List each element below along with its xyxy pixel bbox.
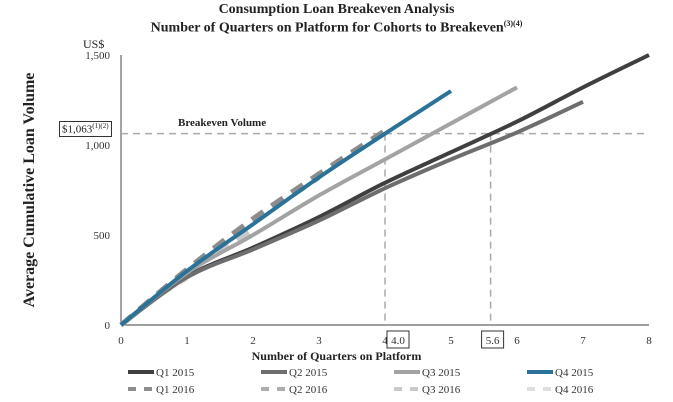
chart-subtitle: Number of Quarters on Platform for Cohor… [0,19,673,37]
marker-box [386,330,410,349]
y-tick-label: 0 [105,320,111,332]
series-line-q3-2015 [119,85,518,327]
x-tick-label: 5 [448,335,454,347]
y-tick-label: 1,000 [85,140,110,152]
legend-label: Q1 2015 [156,367,195,379]
legend-label: Q2 2015 [289,367,328,379]
x-tick-label: 1 [184,335,190,347]
chart-title: Consumption Loan Breakeven Analysis [218,2,455,17]
legend-label: Q3 2015 [422,367,461,379]
breakeven-value: $1,063 [62,123,93,136]
x-tick-label: 3 [316,335,322,347]
series-line-q4-2015 [119,89,453,327]
x-axis-title: Number of Quarters on Platform [251,349,422,363]
x-tick-label: 6 [514,335,520,347]
breakeven-label: Breakeven Volume [178,117,267,129]
x-tick-label: 8 [646,335,652,347]
breakeven-value-box: $1,063(1)(2) [59,121,112,137]
breakeven-footnote: (1)(2) [92,122,109,130]
y-tick-label: 500 [94,230,111,242]
legend-label: Q4 2016 [555,384,594,396]
y-tick-label: 1,500 [85,50,110,62]
subtitle-text: Number of Quarters on Platform for Cohor… [150,20,504,36]
marker-label: 5.6 [486,335,500,347]
y-unit: US$ [83,37,105,51]
legend-label: Q1 2016 [156,384,195,396]
subtitle-footnote: (3)(4) [503,19,523,28]
legend-label: Q4 2015 [555,367,594,379]
x-tick-label: 7 [580,335,586,347]
marker-label: 4.0 [391,335,405,347]
series-line-q2-2015 [119,99,584,327]
x-tick-label: 0 [118,335,124,347]
x-tick-label: 2 [250,335,256,347]
marker-box [481,330,505,349]
x-tick-label: 4 [382,335,388,347]
legend-label: Q2 2016 [289,384,328,396]
legend-label: Q3 2016 [422,384,461,396]
